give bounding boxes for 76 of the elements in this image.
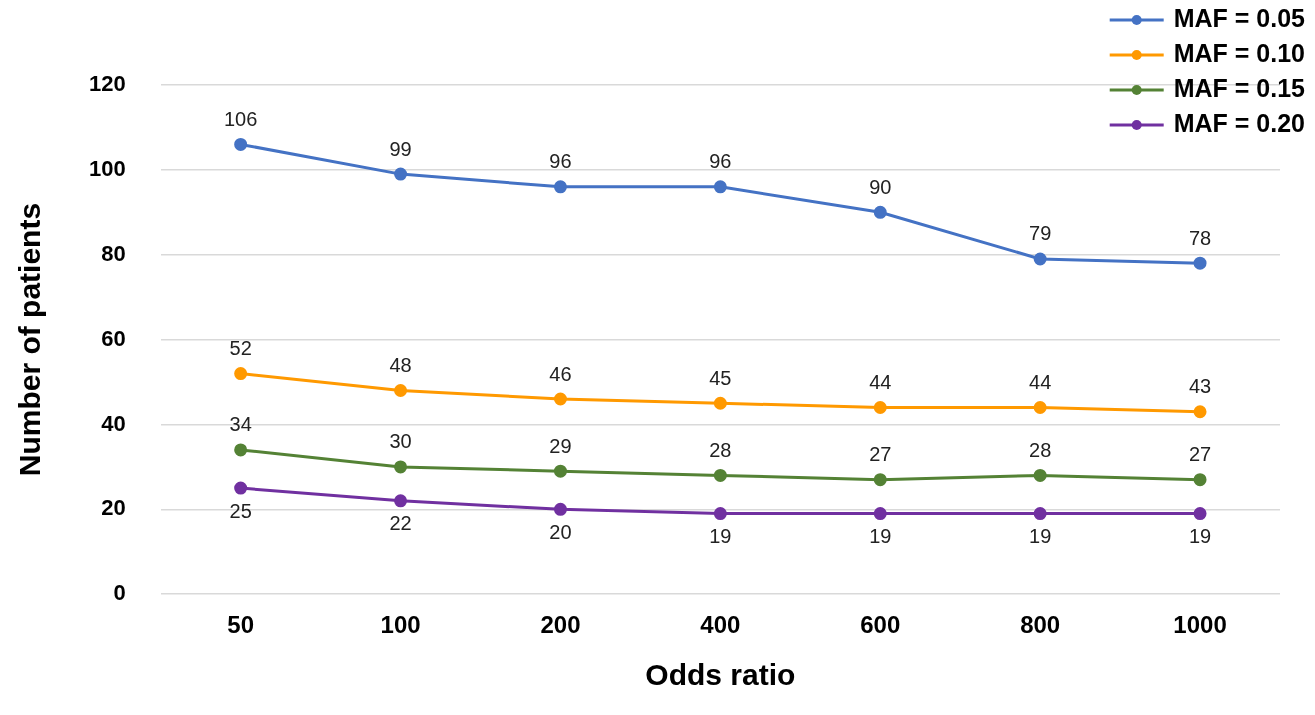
x-tick-label: 800: [1020, 611, 1061, 639]
y-tick-label: 60: [101, 325, 126, 351]
x-tick-label: 400: [700, 611, 741, 639]
data-label: 79: [1029, 222, 1052, 245]
y-tick-label: 80: [101, 240, 126, 266]
y-axis-title: Number of patients: [13, 202, 47, 477]
point: [713, 396, 727, 410]
legend-label: MAF = 0.20: [1173, 108, 1306, 137]
data-label: 28: [709, 438, 732, 461]
data-label: 90: [869, 175, 892, 198]
x-tick-label: 600: [860, 611, 901, 639]
x-tick-label: 50: [227, 611, 255, 639]
point: [1033, 507, 1047, 521]
point: [394, 494, 408, 508]
x-tick-label: 100: [380, 611, 421, 639]
point: [394, 460, 408, 474]
data-label: 46: [549, 362, 572, 385]
point: [873, 400, 887, 414]
point: [873, 205, 887, 219]
point: [394, 167, 408, 181]
data-label: 99: [389, 137, 412, 160]
point: [1193, 405, 1207, 419]
y-tick-label: 120: [88, 71, 126, 97]
point: [234, 137, 248, 151]
point: [713, 468, 727, 482]
point: [873, 507, 887, 521]
y-tick-label: 20: [101, 495, 126, 521]
point: [713, 180, 727, 194]
y-tick-label: 100: [88, 155, 126, 181]
data-label: 43: [1188, 375, 1212, 398]
data-label: 44: [1029, 371, 1052, 394]
data-label: 48: [389, 354, 412, 377]
x-tick-label: 1000: [1173, 611, 1227, 639]
point: [713, 507, 727, 521]
legend-label: MAF = 0.05: [1173, 3, 1306, 32]
data-label: 27: [869, 443, 892, 466]
data-label: 19: [1188, 525, 1212, 548]
data-label: 45: [709, 366, 732, 389]
data-label: 28: [1029, 438, 1052, 461]
point: [234, 367, 248, 381]
data-label: 19: [1029, 525, 1052, 548]
point: [553, 502, 567, 516]
x-tick-label: 200: [540, 611, 581, 639]
data-label: 20: [549, 520, 572, 543]
y-tick-label: 0: [113, 580, 126, 606]
point: [553, 392, 567, 406]
point: [1033, 252, 1047, 266]
data-label: 30: [389, 430, 412, 453]
data-label: 19: [869, 525, 892, 548]
point: [553, 180, 567, 194]
data-label: 106: [223, 107, 258, 130]
data-label: 25: [229, 499, 252, 522]
data-label: 96: [549, 150, 572, 173]
legend-label: MAF = 0.10: [1173, 38, 1306, 67]
point: [234, 443, 248, 457]
point: [234, 481, 248, 495]
point: [873, 473, 887, 487]
data-label: 52: [229, 337, 252, 360]
point: [553, 464, 567, 478]
point: [1033, 400, 1047, 414]
data-label: 44: [869, 371, 892, 394]
point: [1193, 507, 1207, 521]
point: [394, 384, 408, 398]
data-label: 19: [709, 525, 732, 548]
y-tick-label: 40: [101, 410, 126, 436]
legend-label: MAF = 0.15: [1173, 73, 1306, 102]
data-label: 34: [229, 413, 252, 436]
data-label: 29: [549, 434, 572, 457]
data-label: 78: [1188, 226, 1212, 249]
data-label: 27: [1188, 443, 1212, 466]
data-label: 96: [709, 150, 732, 173]
data-label: 22: [389, 512, 412, 535]
point: [1033, 468, 1047, 482]
x-axis-title: Odds ratio: [645, 658, 796, 692]
point: [1193, 256, 1207, 270]
point: [1193, 473, 1207, 487]
